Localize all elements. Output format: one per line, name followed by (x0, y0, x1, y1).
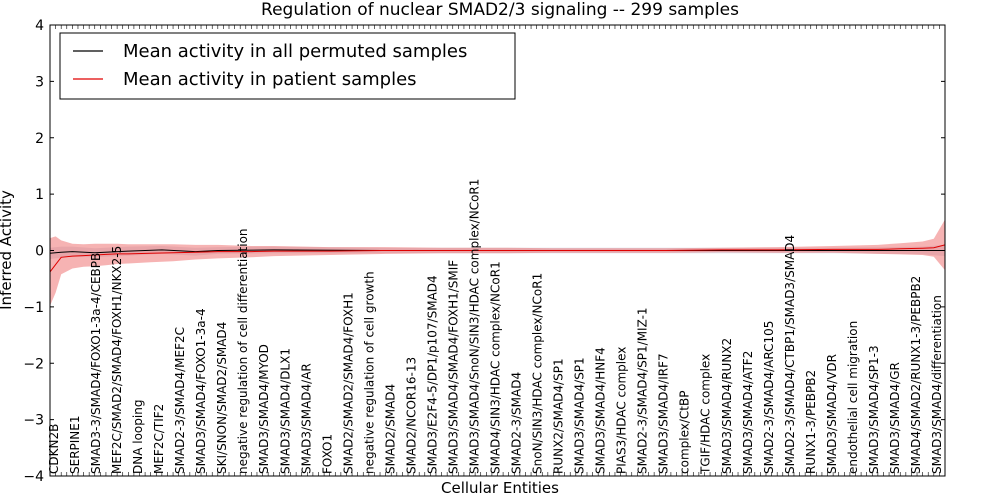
x-tick-label: SnoN/SIN3/HDAC complex/NCoR1 (531, 273, 545, 474)
x-tick-label: SMAD3/SMAD4/SMAD4/FOXH1/SMIF (447, 260, 461, 474)
x-tick-label: PIAS3/HDAC complex (615, 347, 629, 474)
permuted-mean-line (49, 249, 945, 254)
x-tick-label: negative regulation of cell differentiat… (236, 228, 250, 474)
x-tick-label: SMAD3/SMAD4/SnoN/SIN3/HDAC complex/NCoR1 (468, 179, 482, 474)
chart-title: Regulation of nuclear SMAD2/3 signaling … (261, 0, 739, 20)
y-tick-label: 0 (35, 244, 44, 260)
y-tick-label: −4 (23, 469, 44, 485)
x-tick-label: MEF2C/TIF2 (152, 404, 166, 474)
x-tick-label: SMAD2/NCOR16-13 (404, 357, 418, 474)
x-tick-label: SMAD3/SMAD4/DLX1 (278, 348, 292, 474)
legend-label: Mean activity in all permuted samples (123, 41, 467, 62)
x-tick-label: SMAD3/SMAD4/SP1 (573, 357, 587, 474)
x-tick-label: RUNX2/SMAD4/SP1 (552, 358, 566, 474)
y-axis-label: Inferred Activity (0, 190, 15, 310)
y-tick-label: −1 (23, 300, 44, 316)
x-tick-label: SMAD2/SMAD4 (383, 384, 397, 474)
x-tick-label: SKI/SNON/SMAD2/SMAD4 (215, 322, 229, 474)
x-tick-label: FOXO1 (320, 434, 334, 474)
legend-label: Mean activity in patient samples (123, 69, 417, 90)
x-tick-label: CDKN2B (47, 424, 61, 474)
x-tick-label: SMAD3/SMAD4/GR (888, 362, 902, 474)
x-tick-label: SMAD3/SMAD4/VDR (825, 354, 839, 474)
x-tick-label: SMAD3/SMAD4/differentiation (930, 295, 944, 474)
x-tick-label: MEF2C/SMAD2/SMAD4/FOXH1/NKX2-5 (110, 246, 124, 474)
x-tick-label: SMAD3/SMAD4/FOXO1-3a-4 (194, 308, 208, 474)
x-tick-label: complex/CtBP (678, 391, 692, 474)
x-tick-label: SMAD2-3/SMAD4/MEF2C (173, 327, 187, 474)
legend: Mean activity in all permuted samples Mea… (59, 32, 516, 100)
x-tick-label: negative regulation of cell growth (362, 271, 376, 474)
x-tick-label: SMAD3/SMAD4/AR (299, 363, 313, 474)
x-tick-label: SMAD3/SMAD4/SP1-3 (867, 345, 881, 474)
x-tick-label: endothelial cell migration (846, 321, 860, 474)
x-tick-label: SMAD2-3/SMAD4/CTBP1/SMAD3/SMAD4 (783, 235, 797, 474)
patient-mean-line (49, 244, 946, 273)
y-tick-label: 2 (35, 131, 44, 147)
y-tick-label: −2 (23, 356, 44, 372)
y-tick-label: 1 (35, 187, 44, 203)
x-tick-label: SMAD3/SMAD4/HNF4 (594, 347, 608, 474)
x-tick-label: SMAD3-3/SMAD4/FOXO1-3a-4/CEBPB (89, 253, 103, 474)
x-tick-label: RUNX1-3/PEBPB2 (804, 370, 818, 474)
y-tick-label: 4 (35, 18, 44, 34)
x-tick-label: TGIF/HDAC complex (699, 354, 713, 475)
y-tick-label: 3 (35, 74, 44, 90)
x-tick-label: SERPINE1 (68, 415, 82, 474)
plot-area (49, 219, 946, 306)
x-tick-label: SMAD2-3/SMAD4/SP1/MIZ-1 (636, 307, 650, 474)
x-tick-label: SMAD4/SMAD2/RUNX1-3/PEBPB2 (909, 276, 923, 474)
x-tick-label: SMAD4/SIN3/HDAC complex/NCoR1 (489, 261, 503, 474)
axes: −4 −3 −2 −1 0 1 2 3 4 (23, 18, 946, 485)
y-tick-label: −3 (23, 413, 44, 429)
x-tick-label: SMAD3/E2F4-5/DP1/p107/SMAD4 (425, 275, 439, 474)
x-tick-label: SMAD2/SMAD2/SMAD4/FOXH1 (341, 292, 355, 474)
x-tick-label: SMAD3/SMAD4/MYOD (257, 344, 271, 474)
x-tick-label: SMAD2-3/SMAD4/ARC105 (762, 321, 776, 474)
x-tick-label: SMAD3/SMAD4/RUNX2 (720, 338, 734, 474)
x-tick-label: SMAD2-3/SMAD4 (510, 372, 524, 474)
x-tick-label: DNA looping (131, 400, 145, 474)
x-tick-label: SMAD3/SMAD4/ATF2 (741, 351, 755, 474)
entity-labels: CDKN2B SERPINE1 SMAD3-3/SMAD4/FOXO1-3a-4/C… (47, 179, 944, 475)
x-tick-label: SMAD3/SMAD4/IRF7 (657, 353, 671, 474)
x-axis-label: Cellular Entities (441, 479, 559, 497)
legend-box (59, 32, 516, 100)
